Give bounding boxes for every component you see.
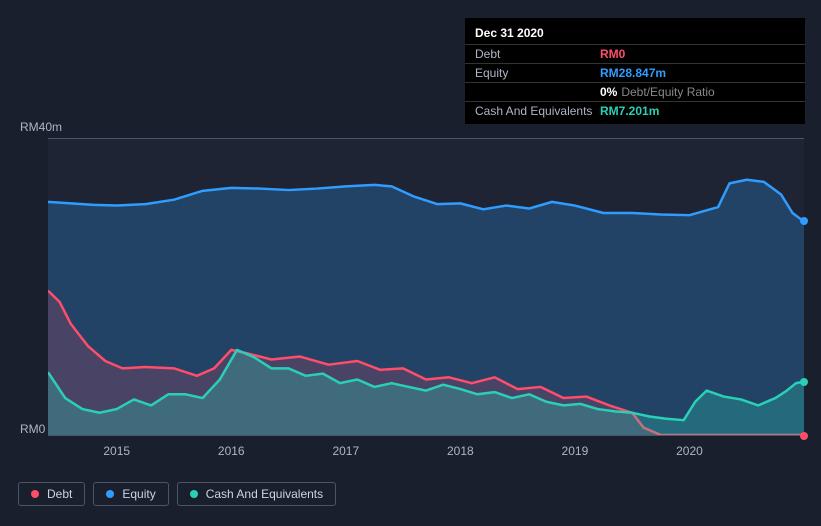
legend-label: Cash And Equivalents	[206, 487, 323, 501]
x-axis-tick: 2019	[562, 444, 589, 458]
tooltip-value: RM28.847m	[600, 66, 666, 80]
tooltip-ratio: 0% Debt/Equity Ratio	[600, 85, 715, 99]
end-point-marker	[800, 432, 808, 440]
tooltip-date: Dec 31 2020	[465, 22, 805, 44]
tooltip-row-debt: Debt RM0	[465, 44, 805, 63]
chart-tooltip: Dec 31 2020 Debt RM0 Equity RM28.847m 0%…	[465, 18, 805, 124]
financial-chart: RM40m RM0 2015 2016 2017 2018 2019 2020	[18, 120, 804, 470]
x-axis-tick: 2020	[676, 444, 703, 458]
tooltip-label: Cash And Equivalents	[475, 104, 600, 118]
y-axis-min-label: RM0	[20, 422, 45, 436]
legend-item-debt[interactable]: Debt	[18, 482, 85, 506]
tooltip-value: RM7.201m	[600, 104, 659, 118]
legend-dot-icon	[31, 490, 39, 498]
tooltip-row-cash: Cash And Equivalents RM7.201m	[465, 101, 805, 120]
legend-item-equity[interactable]: Equity	[93, 482, 168, 506]
x-axis-tick: 2015	[103, 444, 130, 458]
x-axis-tick: 2016	[218, 444, 245, 458]
legend-dot-icon	[106, 490, 114, 498]
x-axis-tick: 2017	[332, 444, 359, 458]
chart-svg	[48, 139, 804, 435]
tooltip-row-ratio: 0% Debt/Equity Ratio	[465, 82, 805, 101]
plot-area[interactable]	[48, 138, 804, 436]
legend-item-cash[interactable]: Cash And Equivalents	[177, 482, 336, 506]
x-axis-tick: 2018	[447, 444, 474, 458]
tooltip-row-equity: Equity RM28.847m	[465, 63, 805, 82]
tooltip-value: RM0	[600, 47, 625, 61]
tooltip-ratio-label: Debt/Equity Ratio	[621, 85, 714, 99]
tooltip-label: Debt	[475, 47, 600, 61]
x-axis: 2015 2016 2017 2018 2019 2020	[48, 440, 804, 460]
tooltip-label: Equity	[475, 66, 600, 80]
legend-label: Equity	[122, 487, 155, 501]
legend-dot-icon	[190, 490, 198, 498]
legend-label: Debt	[47, 487, 72, 501]
tooltip-label	[475, 85, 600, 99]
y-axis-max-label: RM40m	[20, 120, 62, 134]
end-point-marker	[800, 217, 808, 225]
end-point-marker	[800, 378, 808, 386]
chart-container: Dec 31 2020 Debt RM0 Equity RM28.847m 0%…	[0, 0, 821, 526]
tooltip-ratio-pct: 0%	[600, 85, 617, 99]
chart-legend: Debt Equity Cash And Equivalents	[18, 482, 336, 506]
